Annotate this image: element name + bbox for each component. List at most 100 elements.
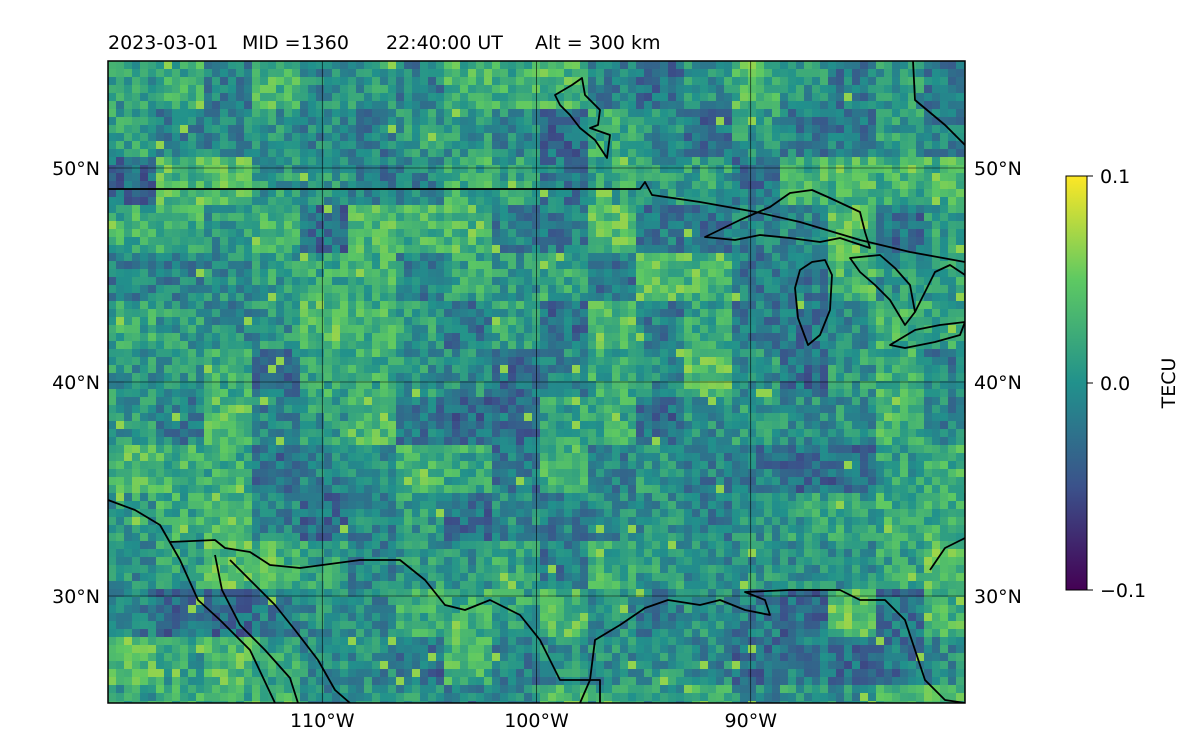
tec-cell: [564, 389, 572, 397]
tec-cell: [188, 349, 196, 357]
tec-cell: [956, 189, 964, 197]
tec-cell: [588, 413, 596, 421]
tec-cell: [508, 381, 516, 389]
tec-cell: [204, 381, 212, 389]
tec-cell: [524, 373, 532, 381]
tec-cell: [708, 341, 716, 349]
tec-cell: [652, 277, 660, 285]
tec-cell: [372, 285, 380, 293]
tec-cell: [692, 349, 700, 357]
tec-cell: [476, 93, 484, 101]
tec-cell: [948, 213, 956, 221]
tec-cell: [300, 277, 308, 285]
tec-cell: [172, 269, 180, 277]
tec-cell: [764, 93, 772, 101]
tec-cell: [732, 141, 740, 149]
tec-cell: [820, 421, 828, 429]
tec-cell: [484, 317, 492, 325]
tec-cell: [260, 253, 268, 261]
tec-cell: [292, 165, 300, 173]
tec-cell: [404, 237, 412, 245]
tec-cell: [540, 253, 548, 261]
tec-cell: [708, 317, 716, 325]
tec-cell: [236, 413, 244, 421]
tec-cell: [132, 405, 140, 413]
tec-cell: [764, 325, 772, 333]
tec-cell: [284, 325, 292, 333]
tec-cell: [172, 197, 180, 205]
tec-cell: [116, 413, 124, 421]
tec-cell: [476, 293, 484, 301]
tec-cell: [244, 405, 252, 413]
tec-cell: [748, 157, 756, 165]
tec-cell: [708, 69, 716, 77]
tec-cell: [300, 149, 308, 157]
tec-cell: [804, 277, 812, 285]
tec-cell: [612, 269, 620, 277]
tec-cell: [124, 189, 132, 197]
tec-cell: [124, 157, 132, 165]
tec-cell: [628, 373, 636, 381]
tec-cell: [428, 109, 436, 117]
tec-cell: [452, 237, 460, 245]
tec-cell: [324, 213, 332, 221]
tec-cell: [292, 349, 300, 357]
tec-cell: [436, 197, 444, 205]
tec-cell: [820, 405, 828, 413]
tec-cell: [300, 405, 308, 413]
tec-cell: [316, 269, 324, 277]
tec-cell: [956, 181, 964, 189]
tec-cell: [468, 413, 476, 421]
tec-cell: [524, 205, 532, 213]
tec-cell: [940, 301, 948, 309]
tec-cell: [148, 381, 156, 389]
tec-cell: [292, 93, 300, 101]
tec-cell: [388, 245, 396, 253]
tec-cell: [140, 197, 148, 205]
tec-cell: [732, 85, 740, 93]
tec-cell: [444, 165, 452, 173]
tec-cell: [636, 213, 644, 221]
tec-cell: [236, 237, 244, 245]
tec-cell: [732, 333, 740, 341]
tec-cell: [852, 349, 860, 357]
tec-cell: [468, 141, 476, 149]
tec-cell: [700, 397, 708, 405]
tec-cell: [284, 429, 292, 437]
tec-cell: [956, 245, 964, 253]
tec-cell: [940, 181, 948, 189]
tec-cell: [372, 181, 380, 189]
tec-cell: [348, 221, 356, 229]
tec-cell: [476, 381, 484, 389]
tec-cell: [724, 141, 732, 149]
tec-cell: [876, 181, 884, 189]
tec-cell: [668, 133, 676, 141]
tec-cell: [620, 117, 628, 125]
tec-cell: [340, 421, 348, 429]
tec-cell: [372, 293, 380, 301]
tec-cell: [884, 397, 892, 405]
tec-cell: [428, 253, 436, 261]
tec-cell: [860, 381, 868, 389]
tec-cell: [252, 221, 260, 229]
tec-cell: [116, 245, 124, 253]
tec-cell: [348, 373, 356, 381]
tec-cell: [876, 301, 884, 309]
tec-cell: [380, 101, 388, 109]
tec-cell: [252, 301, 260, 309]
tec-cell: [356, 413, 364, 421]
tec-cell: [684, 349, 692, 357]
tec-cell: [700, 117, 708, 125]
tec-cell: [116, 261, 124, 269]
tec-cell: [108, 381, 116, 389]
tec-cell: [628, 237, 636, 245]
tec-cell: [356, 381, 364, 389]
tec-cell: [492, 389, 500, 397]
tec-cell: [828, 253, 836, 261]
tec-cell: [428, 277, 436, 285]
tec-cell: [908, 365, 916, 373]
tec-cell: [548, 229, 556, 237]
tec-cell: [332, 333, 340, 341]
tec-cell: [620, 325, 628, 333]
tec-cell: [180, 293, 188, 301]
